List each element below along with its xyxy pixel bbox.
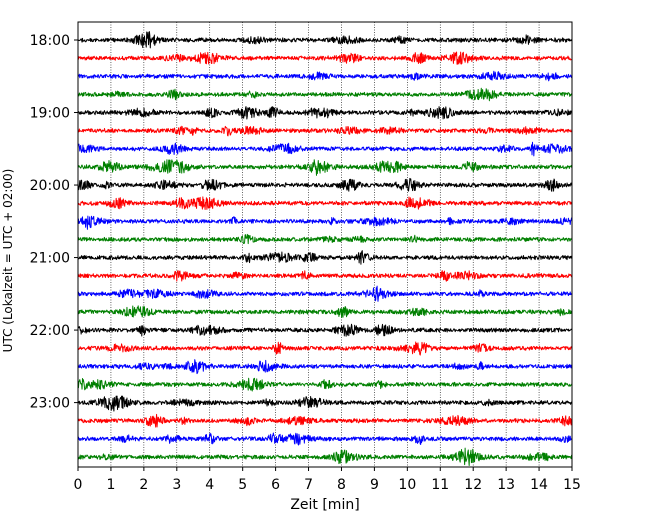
x-tick-label-6: 6	[271, 477, 280, 493]
x-tick-label-4: 4	[205, 477, 214, 493]
x-tick-label-3: 3	[172, 477, 181, 493]
trace-20	[77, 395, 573, 412]
x-axis-label: Zeit [min]	[290, 497, 359, 513]
trace-6	[77, 141, 573, 157]
x-tick-label-0: 0	[74, 477, 83, 493]
y-tick-label-4: 22:00	[30, 323, 70, 339]
trace-23	[77, 447, 573, 466]
trace-3	[77, 87, 573, 102]
y-tick-label-2: 20:00	[30, 178, 70, 194]
trace-0	[77, 31, 573, 49]
y-tick-label-3: 21:00	[30, 251, 70, 267]
trace-7	[77, 159, 573, 176]
grid-lines	[110, 22, 540, 467]
trace-21	[77, 413, 573, 428]
trace-22	[77, 432, 573, 446]
trace-11	[77, 233, 573, 245]
y-tick-label-5: 23:00	[30, 396, 70, 412]
trace-4	[77, 106, 573, 120]
x-tick-label-7: 7	[304, 477, 313, 493]
trace-15	[77, 305, 573, 318]
trace-5	[77, 125, 573, 137]
y-tick-label-1: 19:00	[30, 106, 70, 122]
x-tick-label-13: 13	[497, 477, 515, 493]
trace-17	[77, 341, 573, 356]
x-tick-label-8: 8	[337, 477, 346, 493]
x-tick-label-12: 12	[464, 477, 482, 493]
x-tick-label-2: 2	[139, 477, 148, 493]
trace-16	[77, 323, 573, 337]
trace-18	[77, 359, 573, 375]
x-tick-label-14: 14	[530, 477, 548, 493]
plot-frame	[77, 21, 573, 468]
trace-13	[77, 270, 573, 282]
x-tick-label-15: 15	[563, 477, 581, 493]
trace-2	[77, 70, 573, 82]
y-tick-label-0: 18:00	[30, 33, 70, 49]
x-tick-label-11: 11	[431, 477, 449, 493]
x-tick-label-5: 5	[238, 477, 247, 493]
trace-12	[77, 250, 573, 265]
x-tick-label-9: 9	[370, 477, 379, 493]
y-ticks: 18:00 19:00 20:00 21:00 22:00 23:00	[30, 33, 78, 412]
x-ticks: 0 1 2 3 4 5 6 7 8 9 10 11 12 13 14 15	[74, 467, 581, 493]
trace-14	[77, 285, 573, 302]
y-axis-label: UTC (Lokalzeit = UTC + 02:00)	[1, 169, 15, 353]
trace-9	[77, 196, 573, 210]
x-tick-label-1: 1	[106, 477, 115, 493]
trace-10	[77, 215, 573, 230]
trace-19	[77, 377, 573, 392]
trace-1	[77, 51, 573, 65]
trace-8	[77, 177, 573, 192]
x-tick-label-10: 10	[398, 477, 416, 493]
traces	[77, 31, 573, 466]
